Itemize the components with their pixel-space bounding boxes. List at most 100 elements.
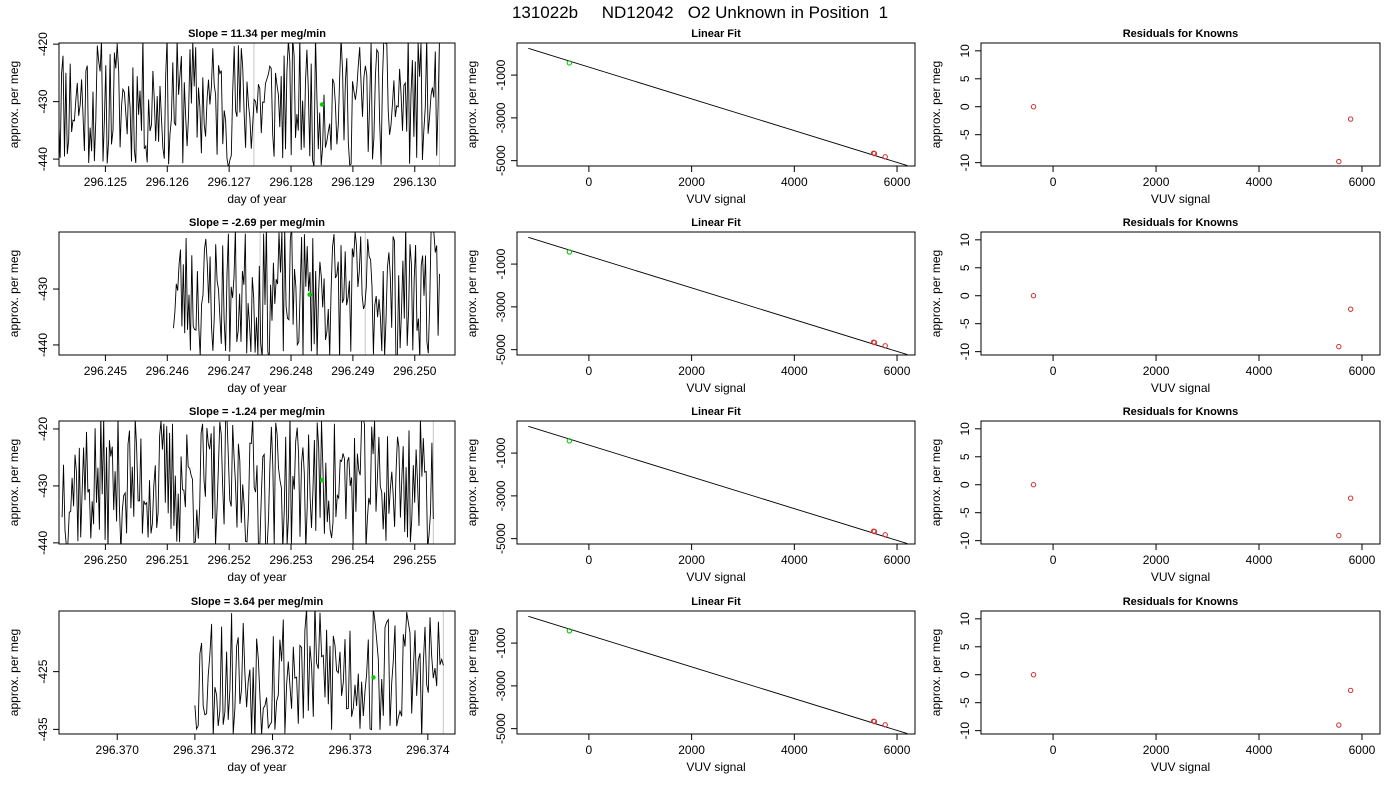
x-tick-label: 296.254 [331,553,375,567]
unknown-point [566,249,573,255]
residual-point [1336,722,1342,728]
y-tick-label: -440 [36,531,50,555]
known-point [871,718,878,725]
y-axis-label: approx. per meg [7,250,21,337]
residual-point [1336,343,1342,350]
panel-3-residuals: Residuals for Knowns 0 2000 4000 6000 10 5 0 -5 -… [929,28,1381,206]
unknown-marker [319,478,325,483]
panel-8-fit: Linear Fit 0 2000 4000 6000 -1000 -3000 -5000 VU… [465,406,916,584]
residual-point [1030,104,1037,110]
x-tick-label: 296.250 [84,553,128,567]
y-tick-label: -425 [36,659,50,683]
plot-frame [516,42,916,167]
x-axis-label: VUV signal [686,381,745,395]
known-point [871,150,878,157]
x-tick-label: 0 [1050,743,1057,757]
x-tick-label: 0 [1050,553,1057,567]
unknown-point [566,60,573,66]
plot-area [1030,672,1354,728]
known-point [882,722,888,728]
fit-line [528,615,908,734]
y-tick-label: -440 [36,147,50,171]
panel-title: Residuals for Knowns [1123,217,1239,229]
unknown-marker [371,675,376,680]
y-axis-label: approx. per meg [7,61,21,148]
y-axis-label: approx. per meg [7,629,21,716]
y-tick-label: -5 [958,129,972,140]
y-tick-label: -5000 [494,145,508,176]
panel-title: Residuals for Knowns [1123,406,1239,418]
panel-9-residuals: Residuals for Knowns 0 2000 4000 6000 10 5 0 -5 -… [929,406,1381,584]
x-tick-label: 6000 [1349,175,1376,189]
x-tick-label: 4000 [781,743,808,757]
panel-6-residuals: Residuals for Knowns 0 2000 4000 6000 10 5 0 -5 -… [929,217,1381,395]
panel-10-time: Slope = 3.64 per meg/min 296.370 296.371 29… [7,596,456,774]
y-tick-label: 5 [958,264,972,271]
y-tick-label: -3000 [494,480,508,511]
residual-point [1347,116,1354,122]
x-tick-label: 6000 [1349,743,1376,757]
panel-11-fit: Linear Fit 0 2000 4000 6000 -1000 -3000 -5000 VU… [465,596,916,774]
x-tick-label: 296.250 [393,364,437,378]
data-line [173,232,440,355]
plot-frame [58,231,456,356]
x-axis-label: VUV signal [686,570,745,584]
residual-point [1030,293,1037,299]
y-tick-label: -440 [36,333,50,357]
unknown-point [566,438,573,444]
panel-title: Slope = 11.34 per meg/min [188,28,326,40]
x-tick-label: 296.374 [406,743,450,757]
x-tick-label: 296.370 [96,743,140,757]
y-tick-label: -1000 [494,627,508,658]
x-axis-label: VUV signal [1151,760,1210,774]
x-axis-label: day of year [227,192,286,206]
x-tick-label: 4000 [781,175,808,189]
plot-frame [58,42,456,167]
plot-frame [980,231,1381,356]
x-tick-label: 6000 [1349,364,1376,378]
x-tick-label: 296.128 [269,175,313,189]
x-axis-label: VUV signal [686,192,745,206]
x-tick-label: 0 [586,364,593,378]
panel-title: Residuals for Knowns [1123,28,1239,40]
x-tick-label: 296.252 [207,553,251,567]
y-tick-label: -5000 [494,713,508,744]
x-tick-label: 6000 [884,743,911,757]
fit-line [528,47,908,166]
x-tick-label: 0 [586,743,593,757]
x-axis-label: day of year [227,381,286,395]
panel-title: Linear Fit [691,406,741,418]
x-tick-label: 296.253 [269,553,313,567]
y-axis-label: approx. per meg [465,439,479,526]
fit-line [528,425,908,544]
x-tick-label: 2000 [1143,743,1170,757]
residual-point [1336,158,1342,165]
panel-4-time: Slope = -2.69 per meg/min 296.245 296.246 2… [7,217,456,395]
y-tick-label: 5 [958,75,972,82]
y-tick-label: 5 [958,453,972,460]
residual-point [1030,672,1037,678]
y-axis-label: approx. per meg [465,629,479,716]
x-tick-label: 2000 [678,175,705,189]
x-tick-label: 4000 [1246,175,1273,189]
y-tick-label: 10 [958,44,972,58]
panel-title: Slope = 3.64 per meg/min [191,596,324,608]
y-tick-label: 10 [958,233,972,247]
y-axis-label: approx. per meg [929,629,943,716]
x-tick-label: 2000 [678,553,705,567]
y-tick-label: 10 [958,612,972,626]
known-point [882,343,888,349]
x-tick-label: 296.127 [207,175,251,189]
plot-frame [516,610,916,735]
data-line [194,611,444,734]
fit-line [528,236,908,355]
x-tick-label: 296.373 [328,743,372,757]
y-tick-label: -5000 [494,334,508,365]
y-axis-label: approx. per meg [465,250,479,337]
panel-title: Linear Fit [691,217,741,229]
y-tick-label: -3000 [494,102,508,133]
y-tick-label: 0 [958,292,972,299]
unknown-point [566,628,573,634]
residual-point [1347,687,1354,694]
